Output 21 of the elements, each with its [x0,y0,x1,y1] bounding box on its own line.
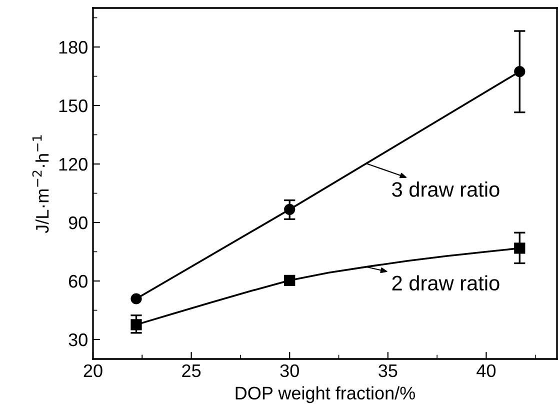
y-tick-label: 150 [59,99,88,112]
x-tick-label: 40 [476,364,496,378]
y-tick-label: 90 [68,216,88,230]
point [514,242,526,254]
legend-label: 2 draw ratio [392,275,500,291]
y-tick-label: 30 [68,333,88,346]
point [130,293,142,304]
y-tick-label: 180 [59,40,88,54]
point [514,66,526,78]
y-tick-label: 120 [59,158,88,171]
y-tick-label: 60 [68,274,88,288]
point [284,204,296,215]
x-axis-title: DOP weight fraction/% [236,386,416,404]
x-tick-label: 30 [280,364,299,378]
legend-label: 3 draw ratio [392,182,500,197]
point [284,274,296,286]
x-tick-label: 25 [182,364,201,378]
x-tick-label: 20 [84,364,102,378]
y-axis-title: J/L·m$^{−2}$·h$^{−1}$ [32,135,49,234]
point [130,319,142,330]
x-tick-label: 35 [378,364,398,378]
